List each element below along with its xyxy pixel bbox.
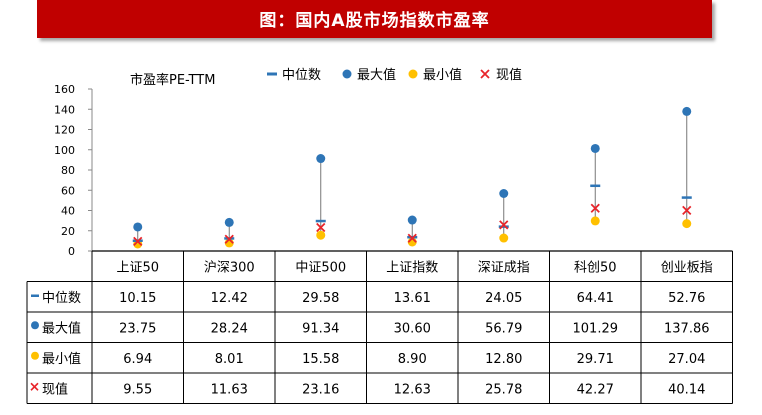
legend-label: 中位数 <box>282 68 321 83</box>
category-label: 创业板指 <box>661 260 713 275</box>
max-point <box>133 222 143 232</box>
table-cell: 13.61 <box>394 291 431 306</box>
row-header: 最小值 <box>42 351 81 367</box>
category-label: 深证成指 <box>478 260 530 275</box>
row-header: 现值 <box>42 381 68 397</box>
min-point <box>590 216 600 226</box>
table-cell: 28.24 <box>211 321 248 336</box>
max-point <box>499 189 509 199</box>
table-cell: 56.79 <box>485 321 522 336</box>
table-cell: 12.42 <box>211 291 248 306</box>
y-tick-label: 20 <box>61 225 75 238</box>
current-marker <box>224 234 234 244</box>
y-axis-label: 市盈率PE-TTM <box>130 72 215 88</box>
table-cell: 8.90 <box>398 352 427 367</box>
y-tick-label: 100 <box>54 144 75 157</box>
category-label: 中证500 <box>295 260 346 275</box>
table-cell: 64.41 <box>577 291 614 306</box>
y-tick-label: 140 <box>54 103 75 116</box>
table-cell: 27.04 <box>668 352 705 367</box>
legend-label: 最小值 <box>423 67 462 83</box>
legend-max-marker <box>342 69 352 79</box>
row-header: 中位数 <box>42 291 81 306</box>
current-marker <box>590 203 600 213</box>
y-tick-label: 60 <box>61 184 75 197</box>
row-min-marker <box>31 351 39 360</box>
max-point <box>682 106 692 116</box>
table-cell: 23.16 <box>302 382 339 397</box>
table-cell: 23.75 <box>119 321 156 336</box>
category-label: 沪深300 <box>204 259 255 275</box>
min-point <box>682 219 692 229</box>
table-cell: 8.01 <box>215 352 244 367</box>
current-marker <box>407 233 417 243</box>
max-point <box>224 217 234 227</box>
table-cell: 11.63 <box>211 382 248 397</box>
row-max-marker <box>31 321 39 330</box>
category-label: 上证50 <box>116 260 159 275</box>
max-point <box>590 143 600 153</box>
table-cell: 40.14 <box>668 382 705 397</box>
table-cell: 12.80 <box>485 352 522 367</box>
min-point <box>316 230 326 240</box>
table-cell: 12.63 <box>394 382 431 397</box>
table-cell: 137.86 <box>664 321 710 336</box>
table-cell: 91.34 <box>302 321 339 336</box>
chart-title: 图：国内A股市场指数市盈率 <box>259 11 490 31</box>
legend-label: 最大值 <box>357 67 396 83</box>
title-banner: 图：国内A股市场指数市盈率 <box>37 0 712 38</box>
table-cell: 15.58 <box>302 352 339 367</box>
table-cell: 24.05 <box>485 291 522 306</box>
table-cell: 52.76 <box>668 291 705 306</box>
y-tick-label: 0 <box>68 245 75 258</box>
legend-current-marker <box>480 69 490 79</box>
table-cell: 29.71 <box>577 352 614 367</box>
legend-min-marker <box>408 69 418 79</box>
category-label: 科创50 <box>574 260 617 275</box>
current-marker <box>316 222 326 233</box>
y-tick-label: 80 <box>61 164 75 177</box>
row-current-marker <box>30 382 39 391</box>
max-point <box>316 154 326 164</box>
table-cell: 10.15 <box>119 291 156 306</box>
y-tick-label: 160 <box>54 83 75 96</box>
table-cell: 29.58 <box>302 291 339 306</box>
table-cell: 9.55 <box>123 382 152 397</box>
table-cell: 30.60 <box>394 321 431 336</box>
min-point <box>499 233 509 243</box>
max-point <box>407 215 417 225</box>
current-marker <box>133 236 143 246</box>
category-label: 上证指数 <box>386 260 438 275</box>
table-cell: 25.78 <box>485 382 522 397</box>
table-cell: 42.27 <box>577 382 614 397</box>
y-tick-label: 40 <box>61 205 75 218</box>
current-marker <box>499 220 509 230</box>
y-tick-label: 120 <box>54 124 75 137</box>
legend-label: 现值 <box>496 67 522 83</box>
current-marker <box>682 205 692 215</box>
row-header: 最大值 <box>42 320 81 336</box>
table-cell: 101.29 <box>573 321 619 336</box>
table-cell: 6.94 <box>123 352 152 367</box>
